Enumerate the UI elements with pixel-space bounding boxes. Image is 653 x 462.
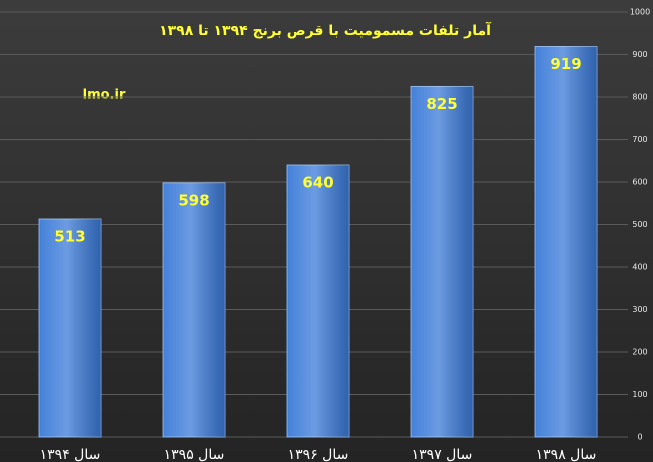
y-tick-label: 0 xyxy=(637,433,642,442)
y-tick-label: 300 xyxy=(632,305,647,314)
y-tick-label: 100 xyxy=(632,390,647,399)
x-tick-label: سال ۱۳۹۶ xyxy=(288,447,349,462)
value-label: 513 xyxy=(54,227,85,245)
y-tick-label: 400 xyxy=(632,263,647,272)
y-tick-label: 800 xyxy=(632,93,647,102)
bar xyxy=(410,85,474,438)
bar xyxy=(162,182,226,438)
bar xyxy=(38,218,102,438)
x-tick-label: سال ۱۳۹۵ xyxy=(164,447,225,462)
y-tick-label: 1000 xyxy=(630,8,650,17)
x-tick-label: سال ۱۳۹۷ xyxy=(412,447,473,462)
x-tick-label: سال ۱۳۹۸ xyxy=(536,447,597,462)
y-tick-label: 600 xyxy=(632,178,647,187)
value-label: 825 xyxy=(426,95,457,113)
bar xyxy=(534,46,598,438)
y-tick-label: 900 xyxy=(632,50,647,59)
x-tick-label: سال ۱۳۹۴ xyxy=(40,447,101,462)
y-tick-label: 700 xyxy=(632,135,647,144)
value-label: 598 xyxy=(178,191,209,209)
bar xyxy=(286,164,350,438)
value-label: 640 xyxy=(302,174,333,192)
chart-title: آمار تلفات مسمومیت با قرص برنج ۱۳۹۴ تا ۱… xyxy=(159,21,492,39)
annotation: lmo.ir xyxy=(83,88,126,103)
value-label: 919 xyxy=(550,55,581,73)
y-tick-label: 500 xyxy=(632,220,647,229)
y-tick-label: 200 xyxy=(632,348,647,357)
